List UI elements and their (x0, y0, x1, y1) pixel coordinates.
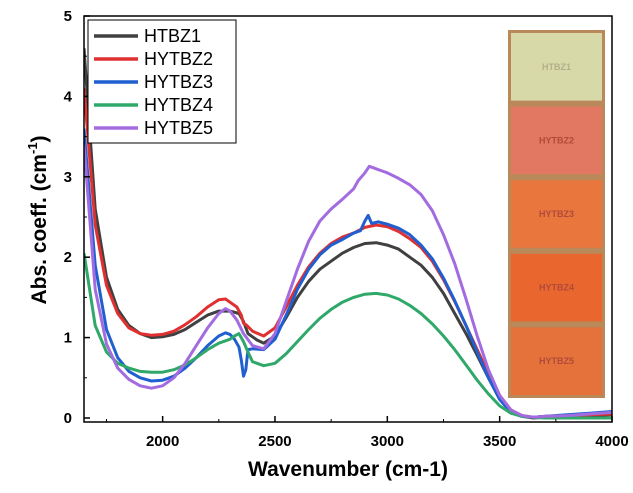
series-line-hytbz4 (84, 252, 612, 420)
sample-tile (511, 106, 602, 175)
sample-tile (511, 33, 602, 101)
plot-frame (83, 15, 613, 423)
y-tick-label: 1 (64, 330, 72, 347)
legend-label: HTBZ1 (144, 26, 201, 46)
sample-tile (511, 253, 602, 322)
x-tick-label: 3500 (483, 433, 516, 450)
legend-label: HYTBZ5 (144, 118, 213, 138)
y-axis-title-main: Abs. coeff. (cm (28, 154, 51, 305)
series-line-hytbz5 (84, 144, 612, 419)
y-tick-label: 4 (64, 88, 73, 105)
series-layer (84, 48, 612, 420)
y-axis-title: Abs. coeff. (cm-1) (25, 135, 51, 304)
x-axis-title: Wavenumber (cm-1) (248, 458, 448, 481)
sample-tile (511, 327, 602, 395)
legend-label: HYTBZ4 (144, 95, 213, 115)
y-axis-title-close: ) (28, 135, 51, 142)
x-tick-label: 3000 (371, 433, 404, 450)
y-axis-title-superscript: -1 (25, 142, 40, 154)
series-line-hytbz3 (84, 128, 612, 419)
sample-tile-label: HYTBZ3 (539, 209, 574, 219)
x-tick-label: 2500 (258, 433, 291, 450)
sample-tile-label: HYTBZ2 (539, 135, 574, 145)
y-tick-label: 3 (64, 169, 72, 186)
legend-label: HYTBZ2 (144, 49, 213, 69)
y-tick-label: 0 (64, 410, 72, 427)
x-axis: 2000 2500 3000 3500 4000 (105, 416, 629, 450)
y-axis: 0 1 2 3 4 5 (64, 8, 90, 427)
sample-tile-label: HYTBZ5 (539, 356, 574, 366)
sample-tile (511, 180, 602, 248)
sample-tile-label: HTBZ1 (542, 62, 571, 72)
sample-tile-label: HYTBZ4 (539, 283, 574, 293)
sample-photo-inset: HTBZ1 HYTBZ2 HYTBZ3 HYTBZ4 HYTBZ5 (508, 30, 605, 398)
x-tick-label: 2000 (146, 433, 179, 450)
legend-label: HYTBZ3 (144, 72, 213, 92)
y-tick-label: 5 (64, 8, 72, 25)
legend: HTBZ1 HYTBZ2 HYTBZ3 HYTBZ4 HYTBZ5 (87, 19, 237, 144)
x-tick-label: 4000 (595, 433, 628, 450)
y-tick-label: 2 (64, 249, 72, 266)
